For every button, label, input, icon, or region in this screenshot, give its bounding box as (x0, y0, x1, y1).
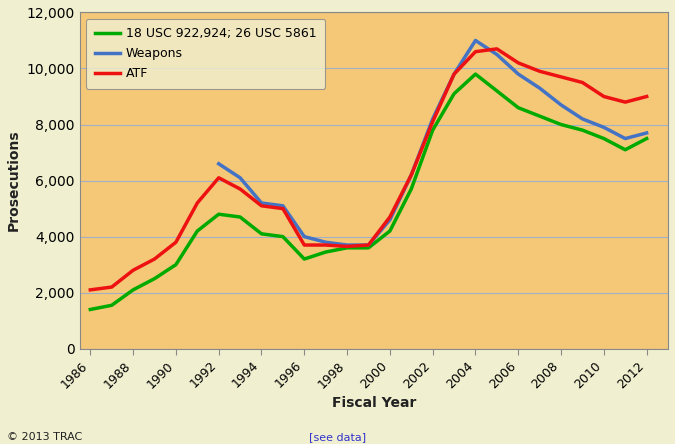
Text: [see data]: [see data] (309, 432, 366, 442)
Legend: 18 USC 922,924; 26 USC 5861, Weapons, ATF: 18 USC 922,924; 26 USC 5861, Weapons, AT… (86, 19, 325, 89)
Text: © 2013 TRAC: © 2013 TRAC (7, 432, 82, 442)
X-axis label: Fiscal Year: Fiscal Year (331, 396, 416, 410)
Y-axis label: Prosecutions: Prosecutions (7, 130, 21, 231)
